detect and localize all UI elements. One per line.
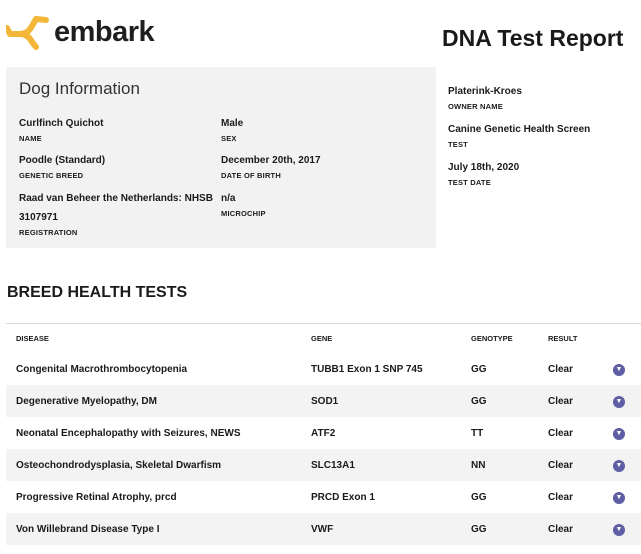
table-row: Congenital Macrothrombocytopenia TUBB1 Ex… (6, 353, 641, 385)
embark-logo-icon (6, 16, 49, 50)
shield-icon[interactable]: ▼ (613, 491, 625, 504)
genotype-cell: TT (471, 427, 484, 439)
shield-cell: ▼ (613, 449, 641, 481)
header-gene: GENE (311, 334, 333, 343)
dog-information-card: Dog Information Curlfinch Quichot NAME Ma… (6, 67, 436, 248)
shield-cell: ▼ (613, 417, 641, 449)
dob-field: December 20th, 2017 DATE OF BIRTH (221, 151, 421, 182)
table-row: Progressive Retinal Atrophy, prcd PRCD Ex… (6, 481, 641, 513)
brand-name: embark (54, 15, 155, 48)
field-label: TEST DATE (448, 178, 491, 187)
disease-cell: Congenital Macrothrombocytopenia (16, 363, 188, 375)
field-label: MICROCHIP (221, 209, 266, 218)
disease-cell: Neonatal Encephalopathy with Seizures, N… (16, 427, 241, 439)
table-row: Degenerative Myelopathy, DM SOD1 GG Clear ▼ (6, 385, 641, 417)
field-value: n/a (221, 193, 236, 204)
header-result: RESULT (548, 334, 578, 343)
result-cell: Clear (548, 491, 574, 503)
breed-health-table: DISEASE GENE GENOTYPE RESULT Congenital … (6, 323, 641, 545)
gene-cell: TUBB1 Exon 1 SNP 745 (311, 363, 423, 375)
header-icon (613, 324, 641, 354)
shield-cell: ▼ (613, 385, 641, 417)
gene-cell: VWF (311, 513, 471, 545)
result-cell: Clear (548, 427, 574, 439)
shield-icon[interactable]: ▼ (613, 427, 625, 440)
test-date-field: July 18th, 2020 TEST DATE (448, 158, 519, 189)
disease-cell: Progressive Retinal Atrophy, prcd (16, 491, 177, 503)
result-cell: Clear (548, 513, 613, 545)
header-genotype: GENOTYPE (471, 334, 513, 343)
gene-cell: ATF2 (311, 427, 336, 439)
gene-cell: PRCD Exon 1 (311, 491, 375, 503)
name-field: Curlfinch Quichot NAME (19, 114, 219, 145)
field-label: SEX (221, 134, 237, 143)
shield-cell: ▼ (613, 481, 641, 513)
field-label: REGISTRATION (19, 228, 78, 237)
embark-logo: embark (6, 14, 155, 50)
field-value: Canine Genetic Health Screen (448, 124, 591, 135)
shield-icon[interactable]: ▼ (613, 459, 625, 472)
result-cell: Clear (548, 385, 613, 417)
header-disease: DISEASE (16, 334, 49, 343)
test-field: Canine Genetic Health Screen TEST (448, 120, 590, 151)
field-label: TEST (448, 140, 468, 149)
microchip-field: n/a MICROCHIP (221, 189, 421, 220)
genotype-cell: GG (471, 363, 487, 375)
field-value: Poodle (Standard) (19, 155, 106, 166)
field-value: Male (221, 118, 244, 129)
table-row: Neonatal Encephalopathy with Seizures, N… (6, 417, 641, 449)
shield-cell: ▼ (613, 353, 641, 385)
field-value: Raad van Beheer the Netherlands: NHSB 31… (19, 193, 213, 223)
disease-cell: Degenerative Myelopathy, DM (6, 385, 311, 417)
shield-icon[interactable]: ▼ (613, 363, 625, 376)
breed-field: Poodle (Standard) GENETIC BREED (19, 151, 219, 182)
field-value: December 20th, 2017 (221, 155, 321, 166)
gene-cell: SOD1 (311, 385, 471, 417)
genotype-cell: GG (471, 385, 548, 417)
shield-cell: ▼ (613, 513, 641, 545)
field-label: NAME (19, 134, 42, 143)
shield-icon[interactable]: ▼ (613, 395, 625, 408)
table-row: Osteochondrodysplasia, Skeletal Dwarfism… (6, 449, 641, 481)
field-value: July 18th, 2020 (448, 162, 520, 173)
field-value: Curlfinch Quichot (19, 118, 104, 129)
disease-cell: Von Willebrand Disease Type I (6, 513, 311, 545)
gene-cell: SLC13A1 (311, 449, 471, 481)
field-label: OWNER NAME (448, 102, 503, 111)
table-header: DISEASE GENE GENOTYPE RESULT (6, 324, 641, 354)
result-cell: Clear (548, 363, 574, 375)
result-cell: Clear (548, 449, 613, 481)
card-title: Dog Information (19, 79, 140, 98)
field-value: Platerink-Kroes (448, 86, 522, 97)
report-title: DNA Test Report (442, 25, 624, 51)
registration-field: Raad van Beheer the Netherlands: NHSB 31… (19, 189, 217, 239)
field-label: GENETIC BREED (19, 171, 84, 180)
genotype-cell: GG (471, 491, 487, 503)
field-label: DATE OF BIRTH (221, 171, 281, 180)
genotype-cell: NN (471, 449, 548, 481)
genotype-cell: GG (471, 513, 548, 545)
table-row: Von Willebrand Disease Type I VWF GG Clear ▼ (6, 513, 641, 545)
disease-cell: Osteochondrodysplasia, Skeletal Dwarfism (6, 449, 311, 481)
section-title: BREED HEALTH TESTS (7, 284, 188, 301)
shield-icon[interactable]: ▼ (613, 523, 625, 536)
sex-field: Male SEX (221, 114, 421, 145)
owner-field: Platerink-Kroes OWNER NAME (448, 82, 522, 113)
